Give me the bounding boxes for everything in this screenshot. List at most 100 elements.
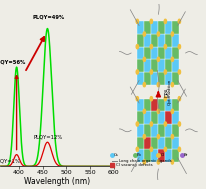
Circle shape xyxy=(136,147,138,151)
Bar xyxy=(158,47,165,59)
Bar xyxy=(144,59,151,72)
Bar xyxy=(137,21,144,34)
Bar xyxy=(144,21,151,34)
Circle shape xyxy=(170,57,173,61)
Bar xyxy=(151,34,158,47)
Bar xyxy=(172,34,179,47)
Bar xyxy=(172,72,179,85)
Bar xyxy=(172,111,179,124)
Bar xyxy=(151,99,158,111)
Bar xyxy=(165,124,172,137)
Circle shape xyxy=(170,83,173,87)
Bar xyxy=(151,59,158,72)
Circle shape xyxy=(163,19,166,23)
Circle shape xyxy=(170,32,173,36)
Circle shape xyxy=(170,109,173,113)
Circle shape xyxy=(177,70,180,74)
Circle shape xyxy=(177,122,180,126)
Circle shape xyxy=(177,45,180,49)
X-axis label: Wavelength (nm): Wavelength (nm) xyxy=(24,177,90,186)
Text: PLQY=49%: PLQY=49% xyxy=(32,15,64,20)
Circle shape xyxy=(150,19,152,23)
Bar xyxy=(137,111,144,124)
Circle shape xyxy=(163,70,166,74)
Bar xyxy=(137,137,144,149)
Circle shape xyxy=(136,19,138,23)
Circle shape xyxy=(150,97,152,101)
Circle shape xyxy=(150,147,152,151)
Circle shape xyxy=(136,45,138,49)
Circle shape xyxy=(156,83,159,87)
Bar xyxy=(165,59,172,72)
Text: Cs: Cs xyxy=(113,153,118,157)
Bar xyxy=(172,149,179,162)
Circle shape xyxy=(163,122,166,126)
Circle shape xyxy=(170,135,173,139)
Text: PLQY=12%: PLQY=12% xyxy=(34,135,63,140)
Circle shape xyxy=(170,160,173,164)
Bar xyxy=(165,137,172,149)
Bar xyxy=(172,137,179,149)
Bar xyxy=(137,149,144,162)
Circle shape xyxy=(163,147,166,151)
Bar xyxy=(144,47,151,59)
Bar xyxy=(158,21,165,34)
Bar xyxy=(144,72,151,85)
Bar xyxy=(137,124,144,137)
Bar xyxy=(172,99,179,111)
Circle shape xyxy=(143,57,145,61)
Bar xyxy=(165,34,172,47)
Bar xyxy=(144,111,151,124)
Circle shape xyxy=(156,160,159,164)
Circle shape xyxy=(143,32,145,36)
Bar xyxy=(172,59,179,72)
Bar xyxy=(158,99,165,111)
Bar xyxy=(137,47,144,59)
Text: Br: Br xyxy=(183,153,187,157)
Bar xyxy=(165,111,172,124)
Text: Pb: Pb xyxy=(136,153,141,157)
Circle shape xyxy=(150,45,152,49)
Bar xyxy=(158,111,165,124)
Bar xyxy=(151,47,158,59)
Bar xyxy=(151,137,158,149)
Bar xyxy=(144,149,151,162)
Bar xyxy=(144,34,151,47)
Text: PLQY=1%: PLQY=1% xyxy=(0,158,20,163)
Circle shape xyxy=(150,122,152,126)
Circle shape xyxy=(143,160,145,164)
Circle shape xyxy=(156,32,159,36)
Circle shape xyxy=(177,147,180,151)
Bar xyxy=(158,124,165,137)
Bar xyxy=(172,124,179,137)
Bar xyxy=(165,21,172,34)
Text: Cl vacancy defects: Cl vacancy defects xyxy=(115,163,151,167)
Circle shape xyxy=(163,97,166,101)
Circle shape xyxy=(150,70,152,74)
Bar xyxy=(151,149,158,162)
Circle shape xyxy=(177,97,180,101)
Circle shape xyxy=(143,135,145,139)
Bar xyxy=(165,149,172,162)
Bar xyxy=(151,124,158,137)
Circle shape xyxy=(136,97,138,101)
Circle shape xyxy=(177,19,180,23)
Bar xyxy=(151,111,158,124)
Bar xyxy=(158,72,165,85)
Text: Cl: Cl xyxy=(159,153,163,157)
Circle shape xyxy=(156,135,159,139)
Bar xyxy=(172,21,179,34)
Bar xyxy=(172,47,179,59)
Bar xyxy=(158,149,165,162)
Circle shape xyxy=(163,45,166,49)
Circle shape xyxy=(136,122,138,126)
Bar xyxy=(137,72,144,85)
Bar xyxy=(165,47,172,59)
Text: DPA: DPA xyxy=(163,87,168,97)
Bar xyxy=(158,59,165,72)
Bar xyxy=(165,72,172,85)
Bar xyxy=(151,21,158,34)
Bar xyxy=(137,34,144,47)
Bar xyxy=(144,99,151,111)
Bar xyxy=(137,59,144,72)
